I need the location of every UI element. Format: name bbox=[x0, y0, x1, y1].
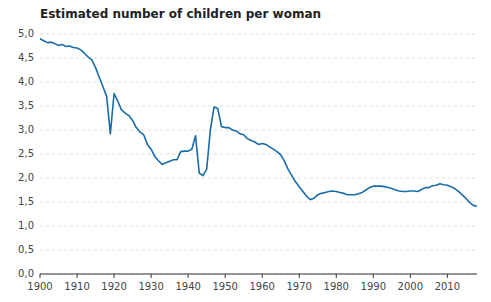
grid-line bbox=[40, 130, 477, 131]
y-tick-label: 1,0 bbox=[18, 220, 34, 231]
x-tick-label: 1940 bbox=[175, 281, 200, 292]
x-tick-label: 1900 bbox=[27, 281, 52, 292]
x-tick-label: 1910 bbox=[64, 281, 89, 292]
chart-container: Estimated number of children per woman 0,… bbox=[0, 0, 491, 302]
x-tick bbox=[188, 274, 189, 278]
grid-line bbox=[40, 274, 477, 275]
grid-line bbox=[40, 178, 477, 179]
x-tick-label: 1930 bbox=[138, 281, 163, 292]
grid-line bbox=[40, 34, 477, 35]
y-tick-label: 2,5 bbox=[18, 148, 34, 159]
x-tick bbox=[40, 274, 41, 278]
x-tick-label: 1920 bbox=[101, 281, 126, 292]
x-tick-label: 1980 bbox=[324, 281, 349, 292]
x-tick-label: 1970 bbox=[287, 281, 312, 292]
y-tick-label: 0,0 bbox=[18, 268, 34, 279]
y-tick-label: 5,0 bbox=[18, 28, 34, 39]
y-tick-label: 1,5 bbox=[18, 196, 34, 207]
page: {"chart_data": {"type": "line", "title":… bbox=[0, 0, 491, 302]
title: Estimated number of children per woman bbox=[40, 7, 321, 21]
y-tick-label: 4,0 bbox=[18, 76, 34, 87]
grid-line bbox=[40, 106, 477, 107]
y-tick-label: 3,0 bbox=[18, 124, 34, 135]
y-tick-label: 0,5 bbox=[18, 244, 34, 255]
data-line bbox=[40, 39, 477, 207]
x-tick-label: 2000 bbox=[398, 281, 423, 292]
y-tick-label: 4,5 bbox=[18, 52, 34, 63]
x-tick-label: 1990 bbox=[361, 281, 386, 292]
x-tick bbox=[262, 274, 263, 278]
x-tick-label: 1960 bbox=[249, 281, 274, 292]
plot-data bbox=[40, 39, 477, 207]
y-tick-label: 2,0 bbox=[18, 172, 34, 183]
x-tick bbox=[299, 274, 300, 278]
x-tick-label: 2010 bbox=[435, 281, 460, 292]
x-tick bbox=[373, 274, 374, 278]
grid-line bbox=[40, 154, 477, 155]
x-tick bbox=[114, 274, 115, 278]
x-tick bbox=[410, 274, 411, 278]
grid-line bbox=[40, 202, 477, 203]
x-tick bbox=[336, 274, 337, 278]
x-tick bbox=[225, 274, 226, 278]
x-axis-line bbox=[40, 274, 477, 275]
chart-svg: Estimated number of children per woman 0,… bbox=[0, 0, 491, 302]
x-tick bbox=[77, 274, 78, 278]
x-tick bbox=[151, 274, 152, 278]
grid bbox=[40, 34, 477, 274]
grid-line bbox=[40, 58, 477, 59]
grid-line bbox=[40, 226, 477, 227]
x-tick bbox=[447, 274, 448, 278]
grid-line bbox=[40, 82, 477, 83]
axes: 0,0 0,5 1,0 1,5 2,0 2,5 3,0 3,5 4,0 4,5 5,0 1900 191… bbox=[18, 28, 477, 292]
x-tick-label: 1950 bbox=[212, 281, 237, 292]
grid-line bbox=[40, 250, 477, 251]
y-tick-label: 3,5 bbox=[18, 100, 34, 111]
